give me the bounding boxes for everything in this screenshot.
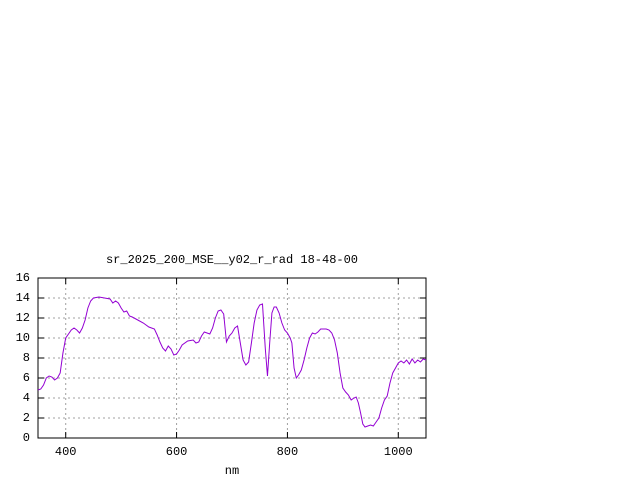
y-tick-label: 4 (23, 391, 30, 405)
y-tick-label: 12 (16, 311, 30, 325)
y-tick-label: 2 (23, 411, 30, 425)
y-tick-label: 8 (23, 351, 30, 365)
plot-border (37, 277, 427, 439)
y-tick-label: 10 (16, 331, 30, 345)
y-tick-label: 16 (16, 271, 30, 285)
chart-title: sr_2025_200_MSE__y02_r_rad 18-48-00 (106, 253, 358, 267)
data-line (37, 296, 427, 428)
x-tick-label: 600 (166, 445, 188, 459)
y-tick-label: 6 (23, 371, 30, 385)
x-tick-label: 1000 (384, 445, 413, 459)
y-tick-label: 0 (23, 431, 30, 445)
y-tick-label: 14 (16, 291, 30, 305)
x-tick-label: 400 (55, 445, 77, 459)
x-axis-label: nm (225, 464, 239, 478)
x-tick-label: 800 (277, 445, 299, 459)
